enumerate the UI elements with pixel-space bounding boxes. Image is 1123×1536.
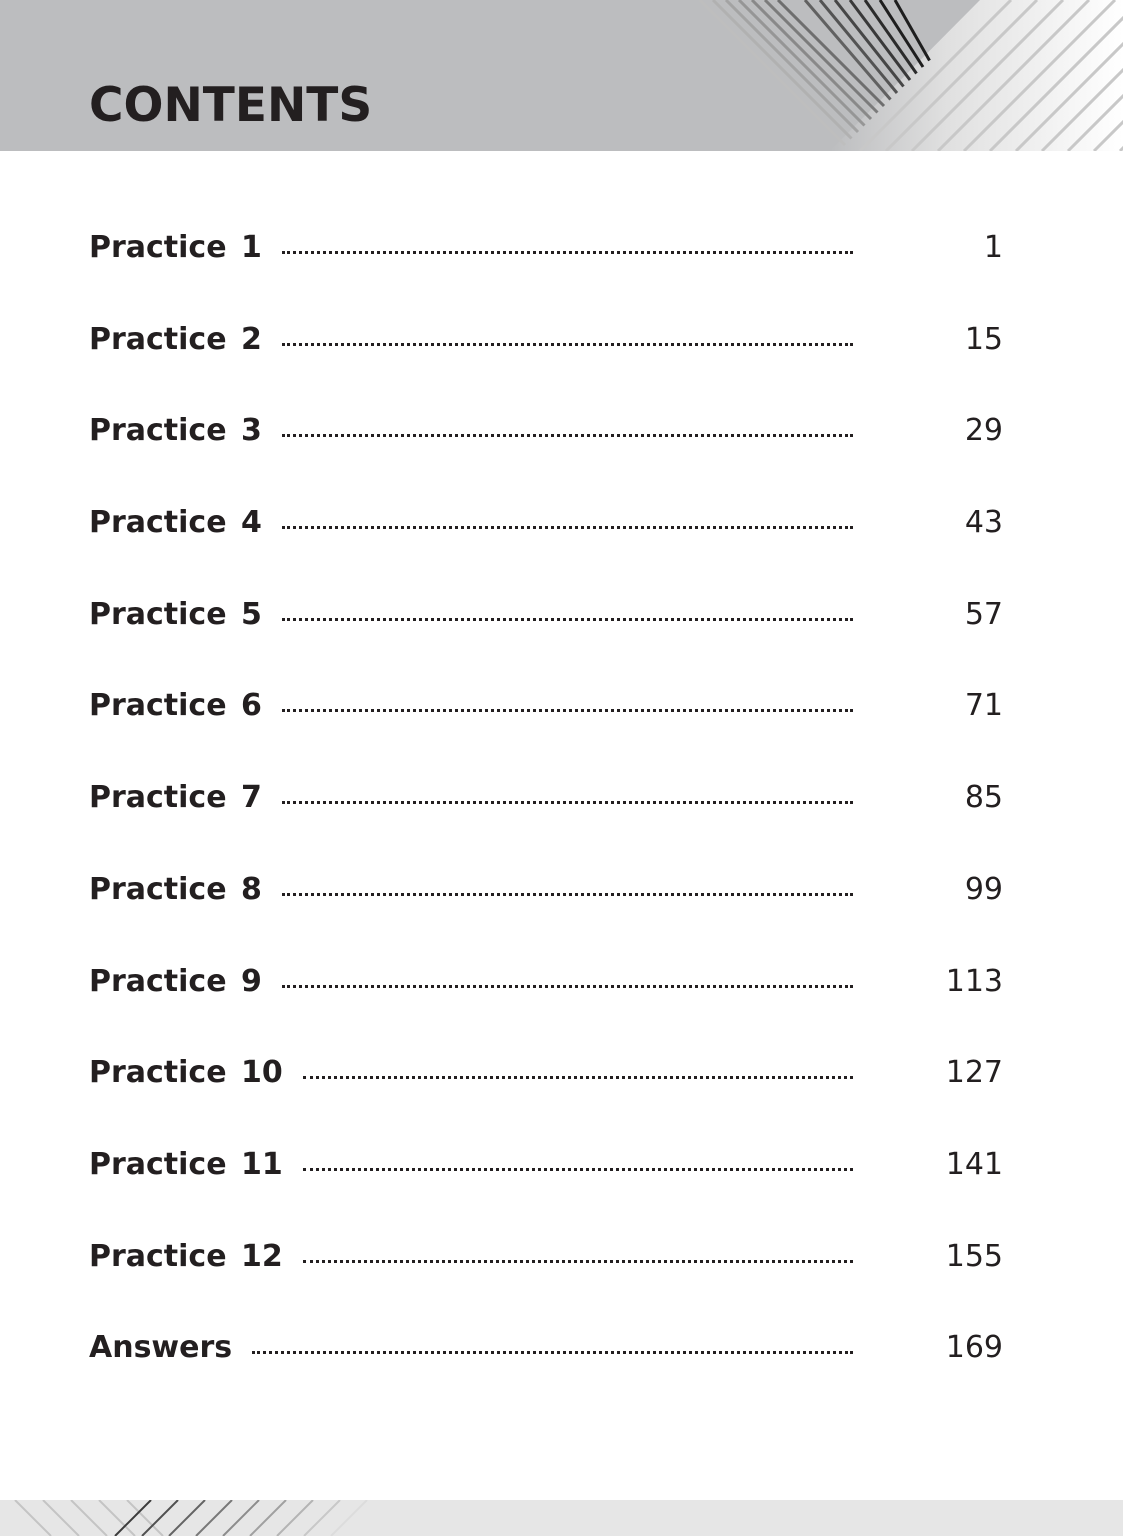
toc-entry-label: Practice 9 bbox=[89, 963, 262, 999]
page-title: CONTENTS bbox=[89, 78, 373, 133]
toc-entry[interactable]: Practice 7 85 bbox=[89, 780, 1003, 872]
dot-leader bbox=[281, 434, 853, 438]
toc-entry[interactable]: Practice 11 141 bbox=[89, 1147, 1003, 1239]
dot-leader bbox=[281, 801, 853, 805]
toc-entry-page: 85 bbox=[964, 780, 1003, 816]
toc-entry-page: 43 bbox=[964, 505, 1003, 541]
toc-entry[interactable]: Practice 1 1 bbox=[89, 230, 1003, 322]
toc-entry-label: Practice 8 bbox=[89, 871, 262, 907]
toc-entry-page: 155 bbox=[945, 1238, 1003, 1274]
dot-leader bbox=[281, 984, 853, 988]
toc-entry[interactable]: Practice 6 71 bbox=[89, 688, 1003, 780]
toc-entry[interactable]: Practice 12 155 bbox=[89, 1239, 1003, 1331]
toc-entry[interactable]: Practice 2 15 bbox=[89, 322, 1003, 414]
dot-leader bbox=[281, 526, 853, 530]
stripe-decoration bbox=[698, 0, 1123, 151]
toc-entry-label: Practice 6 bbox=[89, 688, 262, 724]
toc-entry-page: 71 bbox=[964, 688, 1003, 724]
toc-entry-page: 57 bbox=[964, 596, 1003, 632]
dot-leader bbox=[252, 1351, 853, 1355]
toc-entry[interactable]: Practice 5 57 bbox=[89, 597, 1003, 689]
dot-leader bbox=[281, 892, 853, 896]
toc-entry[interactable]: Answers 169 bbox=[89, 1330, 1003, 1422]
dot-leader bbox=[281, 342, 853, 346]
footer-band bbox=[0, 1500, 1123, 1536]
toc-entry[interactable]: Practice 4 43 bbox=[89, 505, 1003, 597]
toc-entry-label: Practice 1 bbox=[89, 230, 262, 265]
toc-entry-label: Practice 3 bbox=[89, 413, 262, 449]
toc-entry-page: 99 bbox=[964, 871, 1003, 907]
toc-entry-label: Answers bbox=[89, 1330, 233, 1366]
toc-entry-page: 15 bbox=[964, 321, 1003, 357]
header-band: CONTENTS bbox=[0, 0, 1123, 151]
dot-leader bbox=[281, 617, 853, 621]
toc-entry-page: 29 bbox=[964, 413, 1003, 449]
table-of-contents: Practice 1 1 Practice 2 15 Practice 3 29 Pract… bbox=[89, 230, 1003, 1422]
toc-entry-label: Practice 10 bbox=[89, 1055, 283, 1091]
toc-entry-page: 127 bbox=[945, 1055, 1003, 1091]
toc-entry[interactable]: Practice 9 113 bbox=[89, 964, 1003, 1056]
toc-entry-label: Practice 5 bbox=[89, 596, 262, 632]
toc-entry-label: Practice 4 bbox=[89, 505, 262, 541]
dot-leader bbox=[302, 1167, 853, 1171]
dot-leader bbox=[302, 1259, 853, 1263]
toc-entry[interactable]: Practice 3 29 bbox=[89, 413, 1003, 505]
toc-entry-page: 1 bbox=[983, 230, 1003, 265]
toc-entry-page: 113 bbox=[945, 963, 1003, 999]
dot-leader bbox=[281, 709, 853, 713]
toc-entry-label: Practice 7 bbox=[89, 780, 262, 816]
toc-entry-label: Practice 11 bbox=[89, 1146, 283, 1182]
toc-entry-label: Practice 2 bbox=[89, 321, 262, 357]
dot-leader bbox=[302, 1076, 853, 1080]
toc-entry-page: 169 bbox=[945, 1330, 1003, 1366]
dot-leader bbox=[281, 251, 853, 254]
toc-entry-page: 141 bbox=[945, 1146, 1003, 1182]
toc-entry[interactable]: Practice 10 127 bbox=[89, 1055, 1003, 1147]
footer-stripe-decoration bbox=[14, 1500, 368, 1536]
toc-entry[interactable]: Practice 8 99 bbox=[89, 872, 1003, 964]
toc-entry-label: Practice 12 bbox=[89, 1238, 283, 1274]
